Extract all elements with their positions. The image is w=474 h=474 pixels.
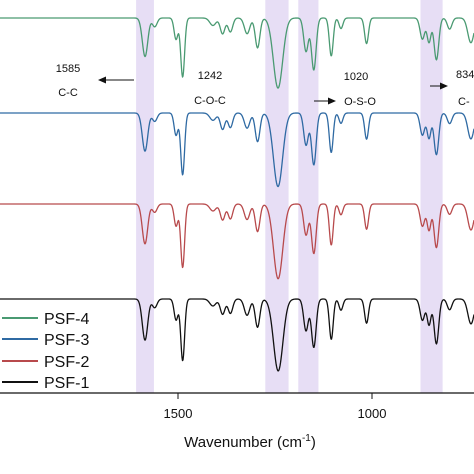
annotation-1585-group: C-C [58,87,78,99]
highlight-band-1 [136,0,154,393]
x-axis-label-close: ) [311,434,316,451]
highlight-band-3 [298,0,319,393]
annotation-1020-group: O-S-O [344,96,376,108]
annotation-834-group: C- [458,96,470,108]
annotation-1585: 1585 C-C [56,63,134,99]
annotation-1585-value: 1585 [56,63,80,75]
series-line-psf-4 [0,17,474,89]
legend-background [0,300,110,392]
highlight-band-2 [265,0,289,393]
x-axis-label-base: Wavenumber (cm [184,434,302,451]
series-line-psf-3 [0,112,474,188]
legend-label-psf-2: PSF-2 [44,354,89,371]
legend-label-psf-3: PSF-3 [44,332,89,349]
highlight-bands [136,0,443,393]
annotation-1020: 1020 O-S-O [314,71,376,108]
annotation-1242: 1242 C-O-C [194,70,226,107]
annotation-1020-arrowhead [328,97,336,105]
legend-label-psf-4: PSF-4 [44,311,89,328]
x-axis-label-sup: -1 [302,433,311,444]
legend-label-psf-1: PSF-1 [44,375,89,392]
spectra-series [0,17,474,372]
series-line-psf-1 [0,298,474,372]
annotation-1242-value: 1242 [198,70,222,82]
annotation-1020-value: 1020 [344,71,368,83]
x-tick-label-1000: 1000 [358,406,387,421]
legend-item-psf-4: PSF-4 [2,311,89,328]
legend-item-psf-3: PSF-3 [2,332,89,349]
highlight-band-4 [420,0,443,393]
annotation-834-value: 834 [456,69,474,81]
annotation-1585-arrowhead [98,76,106,84]
annotation-834: 834 C- [430,69,474,108]
legend-item-psf-1: PSF-1 [2,375,89,392]
legend: PSF-4 PSF-3 PSF-2 PSF-1 [0,300,110,392]
x-tick-label-1500: 1500 [164,406,193,421]
x-axis: 1500 1000 Wavenumber (cm-1) [0,392,474,451]
annotation-1242-group: C-O-C [194,95,226,107]
legend-item-psf-2: PSF-2 [2,354,89,371]
series-line-psf-2 [0,203,474,280]
peak-annotations: 1585 C-C 1242 C-O-C 1020 O-S-O 834 C- [56,63,474,108]
annotation-834-arrowhead [440,82,448,90]
x-axis-label: Wavenumber (cm-1) [184,433,316,451]
